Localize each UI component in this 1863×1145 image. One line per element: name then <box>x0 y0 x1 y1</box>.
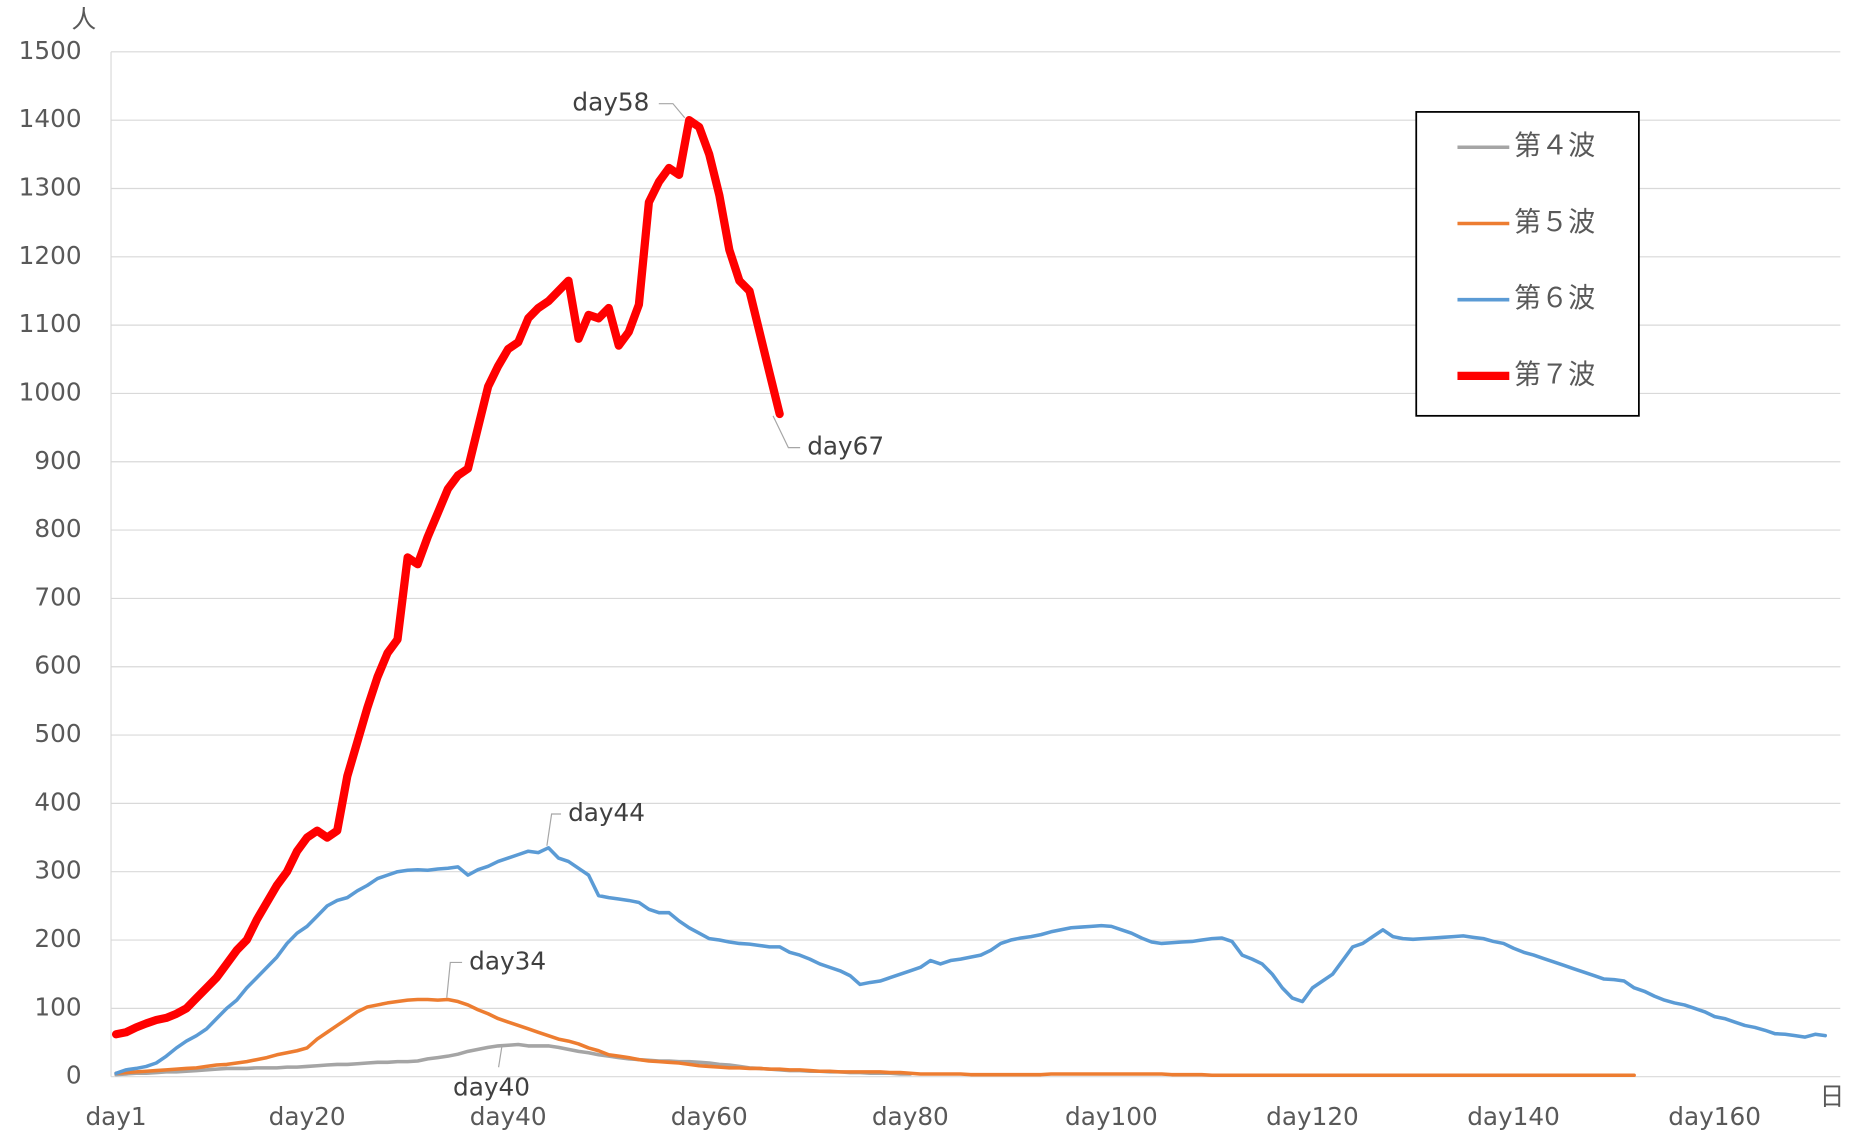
y-tick-label: 300 <box>34 856 81 885</box>
annotation-leaders <box>446 103 801 1068</box>
y-tick-label: 1400 <box>19 104 82 133</box>
legend-label: 第７波 <box>1514 359 1595 390</box>
annotation: day34 <box>469 946 546 975</box>
x-tick-label: day100 <box>1065 1102 1158 1131</box>
annotation: day67 <box>807 432 884 461</box>
leader <box>498 1044 503 1068</box>
y-tick-label: 900 <box>34 446 81 475</box>
y-tick-label: 500 <box>34 719 81 748</box>
y-unit: 人 <box>72 5 97 34</box>
y-tick-label: 1500 <box>19 36 82 65</box>
x-tick-label: day140 <box>1467 1102 1560 1131</box>
y-tick-label: 100 <box>34 992 81 1021</box>
x-tick-label: day1 <box>85 1102 146 1131</box>
leader <box>658 103 686 119</box>
x-tick-label: day120 <box>1266 1102 1359 1131</box>
legend-box <box>1415 111 1640 417</box>
x-tick-label: day160 <box>1668 1102 1761 1131</box>
annotation: day40 <box>453 1072 530 1101</box>
x-tick-label: day20 <box>269 1102 346 1131</box>
x-tick-label: day60 <box>671 1102 748 1131</box>
legend-label: 第５波 <box>1514 207 1595 238</box>
y-tick-label: 0 <box>66 1061 82 1090</box>
leader <box>546 813 562 846</box>
x-tick-label: day40 <box>470 1102 547 1131</box>
leader <box>446 961 463 998</box>
legend-label: 第６波 <box>1514 283 1595 314</box>
y-tick-label: 1300 <box>19 172 82 201</box>
y-tick-label: 400 <box>34 787 81 816</box>
annotation: day58 <box>572 88 649 117</box>
y-tick-label: 600 <box>34 651 81 680</box>
y-tick-label: 700 <box>34 582 81 611</box>
y-tick-label: 1100 <box>19 309 82 338</box>
series-line <box>114 846 1828 1076</box>
series-line <box>114 997 1636 1078</box>
y-tick-label: 200 <box>34 924 81 953</box>
series-line <box>111 116 784 1039</box>
y-tick-label: 800 <box>34 514 81 543</box>
y-tick-label: 1200 <box>19 241 82 270</box>
y-tick-label: 1000 <box>19 377 82 406</box>
x-tick-label: day80 <box>872 1102 949 1131</box>
leader <box>772 415 801 449</box>
legend-label: 第４波 <box>1514 131 1595 162</box>
annotation: day44 <box>568 798 645 827</box>
x-unit: 日 <box>1820 1082 1845 1111</box>
